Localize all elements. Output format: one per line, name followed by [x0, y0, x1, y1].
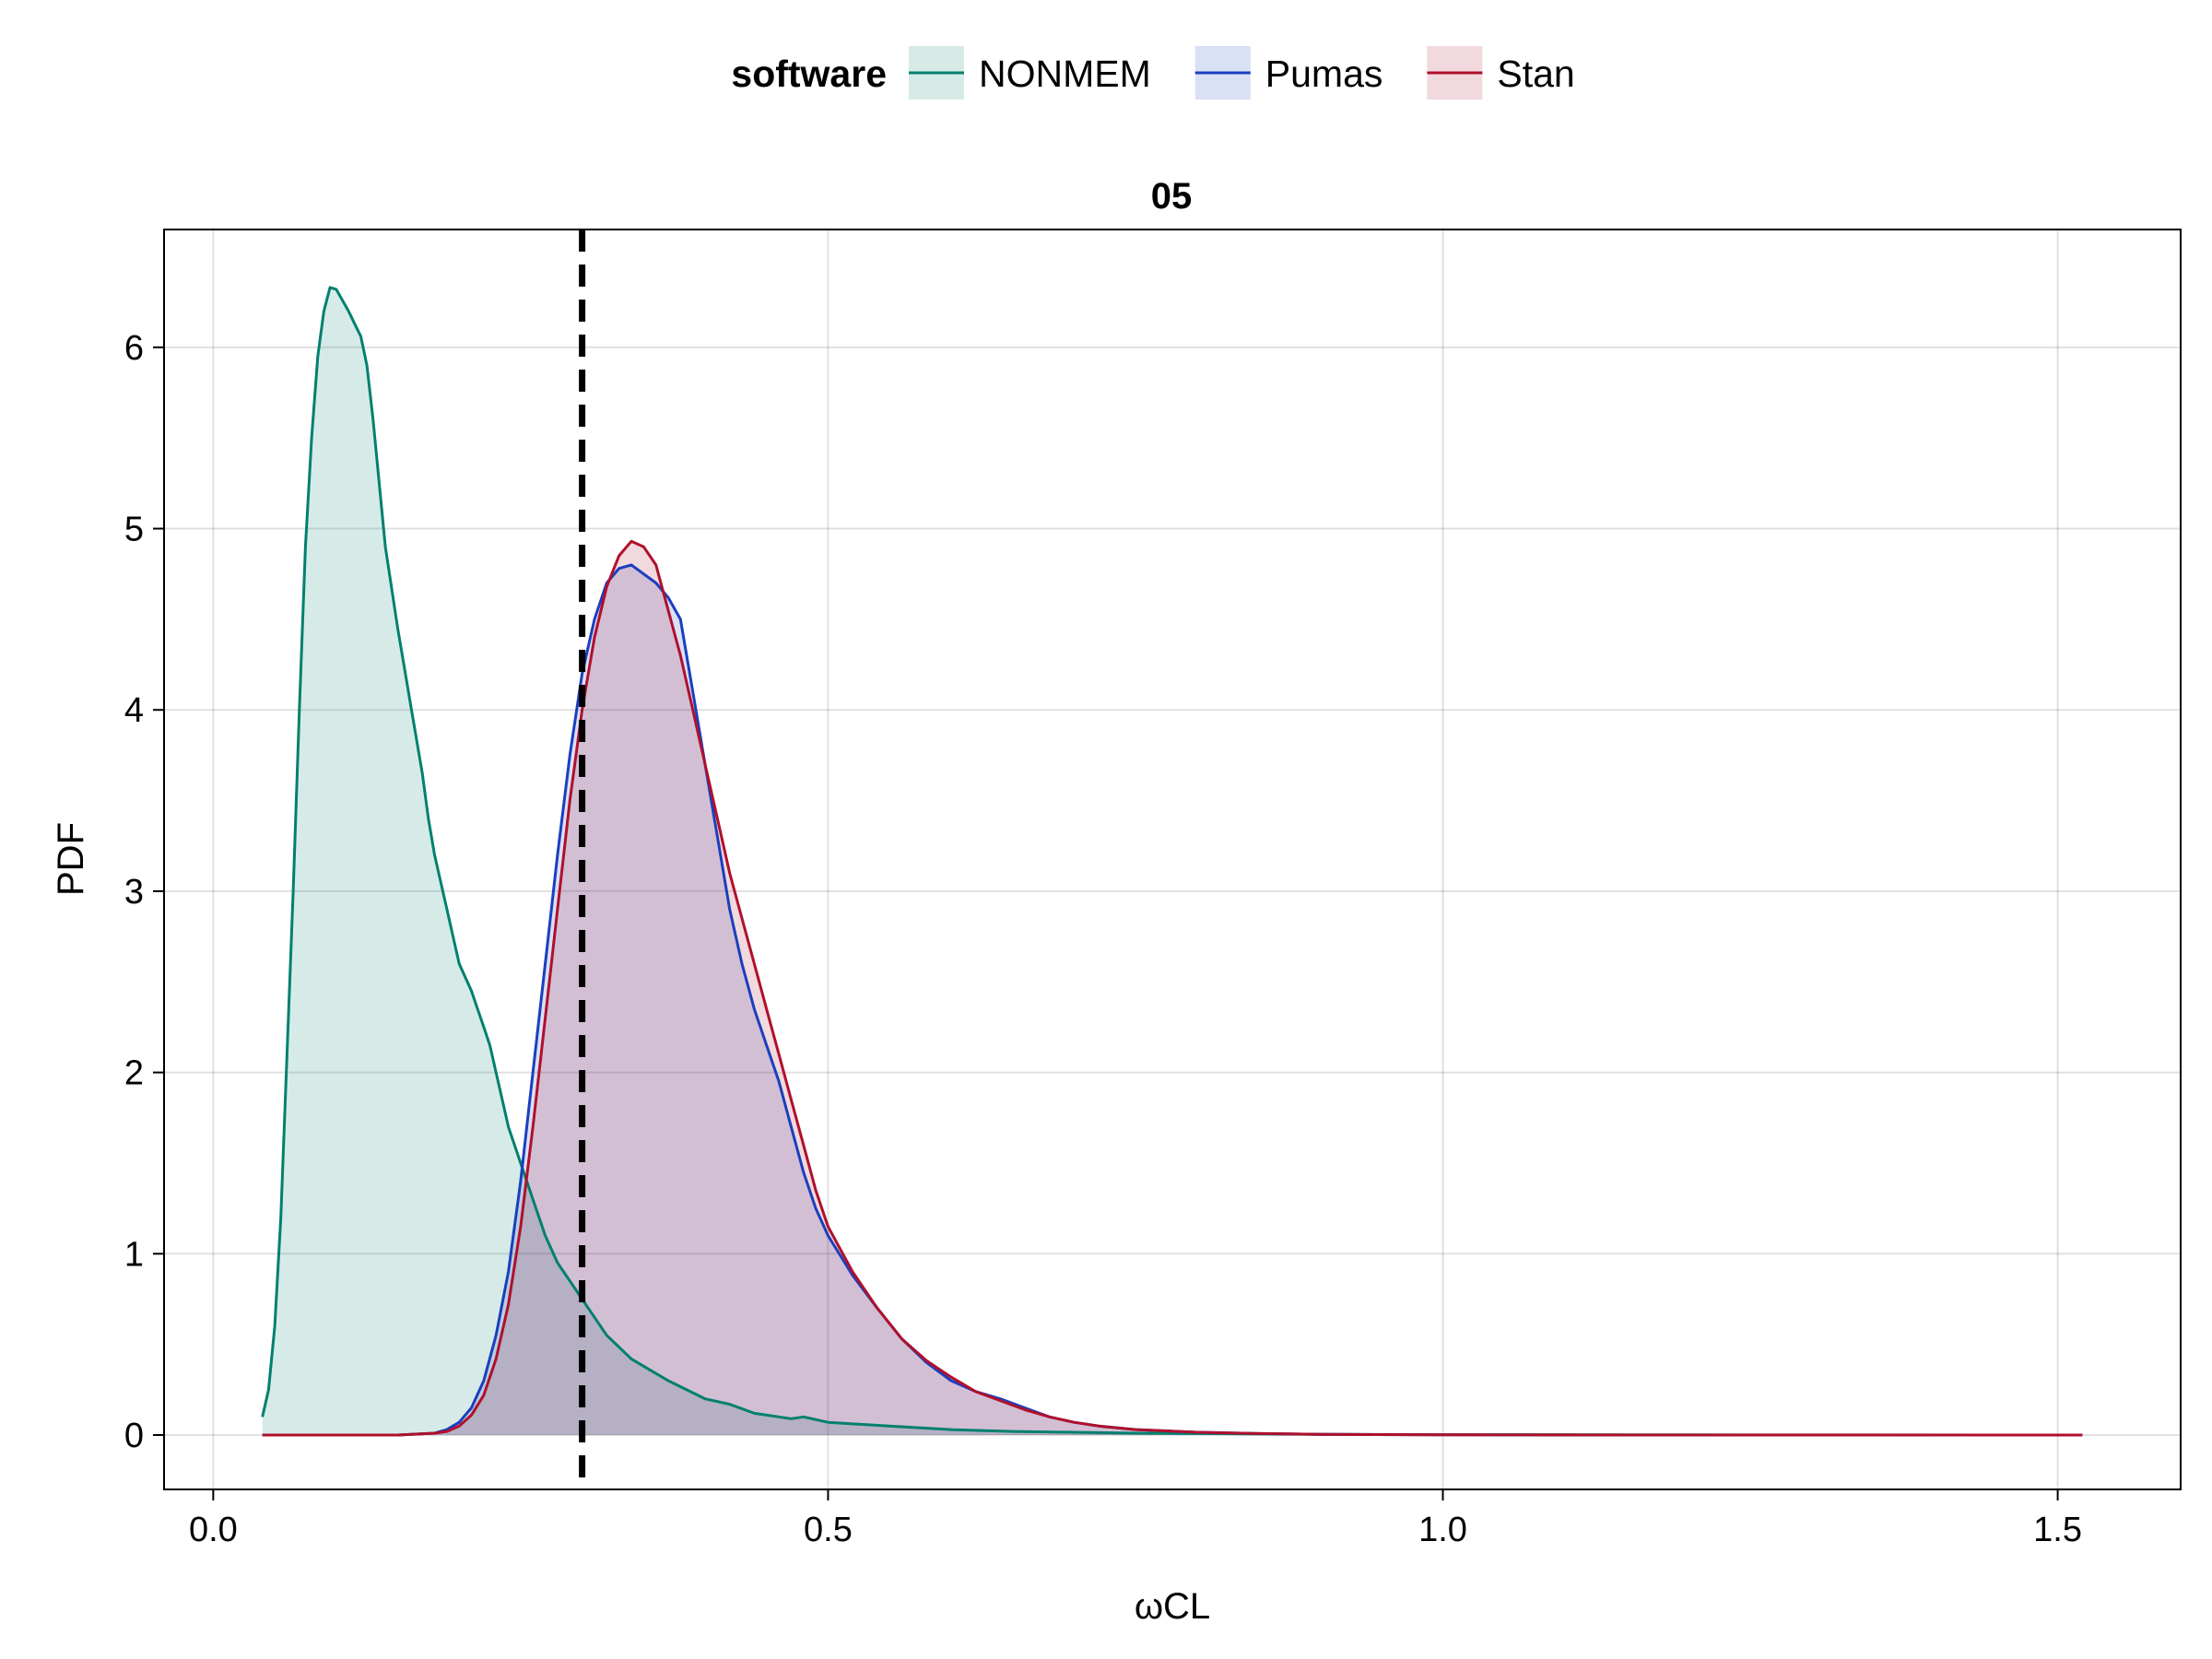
series-fill-pumas [262, 564, 2083, 1435]
series-fill-stan [262, 541, 2083, 1435]
legend-label-pumas: Pumas [1265, 53, 1383, 95]
y-tick-label-4: 4 [124, 691, 144, 730]
density-lines [261, 286, 2083, 1437]
legend: software NONMEM Pumas Stan [731, 46, 1575, 100]
legend-label-nonmem: NONMEM [979, 53, 1151, 95]
plot-frame [163, 229, 2182, 1490]
density-fills [262, 287, 2083, 1435]
legend-label-stan: Stan [1497, 53, 1574, 95]
series-fill-nonmem [262, 287, 2083, 1435]
series-line-nonmem [261, 286, 2083, 1437]
legend-title: software [731, 53, 887, 95]
y-tick-label-6: 6 [124, 329, 144, 368]
x-axis-ticks: 0.0 0.5 1.0 1.5 [189, 1489, 2082, 1549]
y-tick-label-0: 0 [124, 1417, 144, 1455]
x-tick-label-0: 0.0 [189, 1511, 238, 1549]
y-axis-label: PDF [51, 822, 91, 896]
panel-title: 05 [1151, 176, 1193, 217]
grid [164, 229, 2181, 1489]
y-axis-ticks: 0 1 2 3 4 5 6 [124, 329, 164, 1455]
y-tick-label-5: 5 [124, 511, 144, 549]
y-tick-label-1: 1 [124, 1235, 144, 1274]
x-tick-label-3: 1.5 [2033, 1511, 2082, 1549]
x-axis-label: ωCL [1135, 1586, 1210, 1627]
y-tick-label-2: 2 [124, 1054, 144, 1093]
y-tick-label-3: 3 [124, 873, 144, 912]
x-tick-label-2: 1.0 [1418, 1511, 1467, 1549]
series-line-stan [262, 539, 2083, 1437]
x-tick-label-1: 0.5 [804, 1511, 853, 1549]
